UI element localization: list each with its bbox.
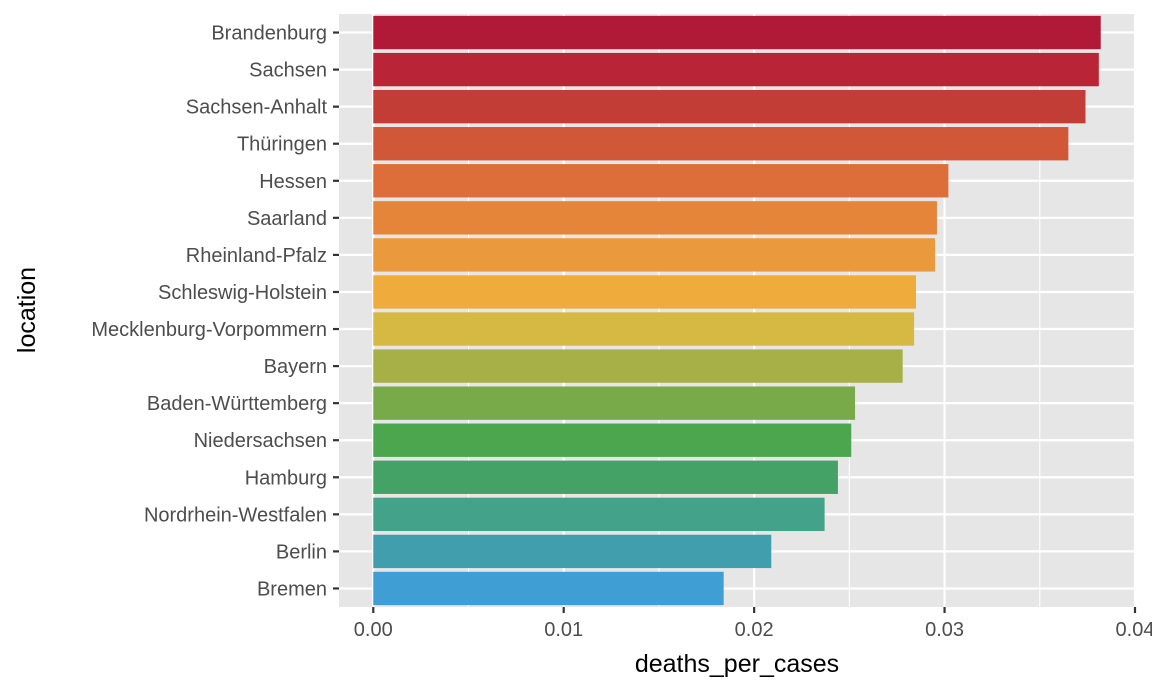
bar (373, 349, 903, 383)
y-tick-label: Mecklenburg-Vorpommern (91, 319, 327, 341)
y-tick-label: Bremen (257, 578, 327, 600)
bar (373, 238, 936, 272)
y-tick-label: Baden-Württemberg (147, 393, 327, 415)
y-axis: Brandenburg Sachsen Sachsen-Anhalt Thüringe… (91, 23, 339, 600)
x-tick-label: 0.03 (925, 619, 964, 641)
y-tick-label: Schleswig-Holstein (158, 282, 327, 304)
y-tick-label: Niedersachsen (194, 430, 327, 452)
bar (373, 201, 937, 235)
y-tick-label: Sachsen-Anhalt (186, 97, 328, 119)
y-tick-label: Berlin (276, 541, 327, 563)
x-axis-title: deaths_per_cases (635, 650, 839, 678)
bar (373, 164, 949, 198)
y-tick-label: Hamburg (245, 467, 327, 489)
bar (373, 15, 1101, 50)
x-tick-label: 0.02 (735, 619, 774, 641)
bar (373, 571, 724, 606)
bar (373, 534, 772, 569)
y-tick-label: Hessen (259, 171, 327, 193)
y-tick-label: Sachsen (249, 60, 327, 82)
x-tick-label: 0.04 (1116, 619, 1152, 641)
bar (373, 423, 852, 457)
bar (373, 497, 825, 532)
bars (373, 15, 1101, 606)
bar (373, 89, 1086, 124)
y-tick-label: Thüringen (237, 134, 327, 156)
x-tick-label: 0.00 (354, 619, 393, 641)
bar (373, 127, 1069, 161)
bar (373, 312, 915, 346)
bar (373, 52, 1099, 87)
bar (373, 460, 838, 494)
y-tick-label: Bayern (264, 356, 327, 378)
bar (373, 386, 856, 420)
x-tick-label: 0.01 (544, 619, 583, 641)
y-tick-label: Brandenburg (211, 23, 327, 45)
x-axis: 0.00 0.01 0.02 0.03 0.04 (354, 607, 1152, 641)
y-tick-label: Nordrhein-Westfalen (144, 504, 327, 526)
y-tick-label: Rheinland-Pfalz (186, 245, 327, 267)
bar (373, 275, 917, 309)
y-tick-label: Saarland (247, 208, 327, 230)
y-axis-title: location (13, 267, 41, 353)
